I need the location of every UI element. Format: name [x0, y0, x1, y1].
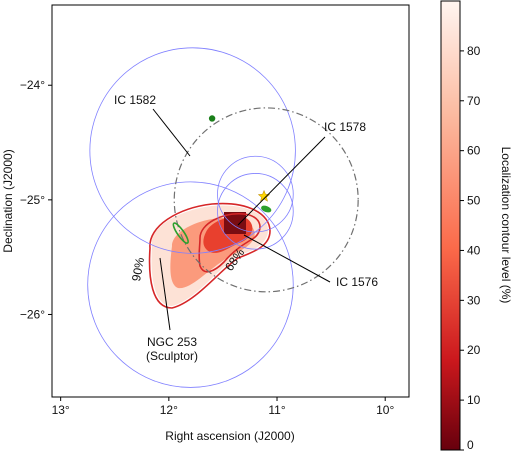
x-tick-label-3: 10°	[376, 403, 394, 417]
y-tick-label-1: −25°	[20, 193, 45, 207]
colorbar-tick-label-2: 20	[467, 343, 481, 357]
colorbar-tick-label-8: 80	[467, 44, 481, 58]
y-tick-label-2: −26°	[20, 307, 45, 321]
y-axis-label: Declination (J2000)	[1, 149, 15, 252]
colorbar-tick-label-1: 10	[467, 393, 481, 407]
label-ic1578: IC 1578	[324, 120, 366, 134]
colorbar-tick-label-7: 70	[467, 94, 481, 108]
colorbar-ticks: 0 10 20 30 40 50 60 70 80	[460, 44, 481, 452]
x-tick-label-0: 13°	[52, 403, 70, 417]
colorbar	[441, 1, 460, 450]
x-axis-label: Right ascension (J2000)	[165, 429, 294, 443]
colorbar-tick-label-4: 40	[467, 243, 481, 257]
x-tick-label-1: 12°	[160, 403, 178, 417]
y-axis: −24° −25° −26°	[20, 78, 52, 321]
x-tick-label-2: 11°	[268, 403, 285, 417]
y-tick-label-0: −24°	[20, 78, 45, 92]
label-ic1582: IC 1582	[114, 93, 156, 107]
x-axis: 13° 12° 11° 10°	[52, 397, 395, 417]
plot-area	[52, 5, 409, 397]
colorbar-tick-label-5: 50	[467, 194, 481, 208]
colorbar-tick-label-6: 60	[467, 144, 481, 158]
colorbar-tick-label-0: 0	[467, 438, 474, 452]
label-ic1576: IC 1576	[336, 275, 378, 289]
colorbar-tick-label-3: 30	[467, 293, 481, 307]
label-ngc253-line-0: NGC 253	[147, 335, 197, 349]
colorbar-label: Localization contour level (%)	[499, 147, 512, 304]
label-ngc253-line-1: (Sculptor)	[146, 349, 198, 363]
label-ngc253: NGC 253 (Sculptor)	[146, 335, 198, 363]
source-marker-0	[209, 115, 215, 121]
